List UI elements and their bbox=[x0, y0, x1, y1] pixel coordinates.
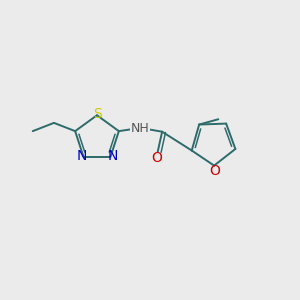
Text: O: O bbox=[152, 151, 163, 165]
Text: NH: NH bbox=[131, 122, 149, 135]
Text: N: N bbox=[76, 149, 87, 163]
Text: O: O bbox=[209, 164, 220, 178]
Text: N: N bbox=[107, 149, 118, 163]
Text: S: S bbox=[93, 107, 101, 121]
